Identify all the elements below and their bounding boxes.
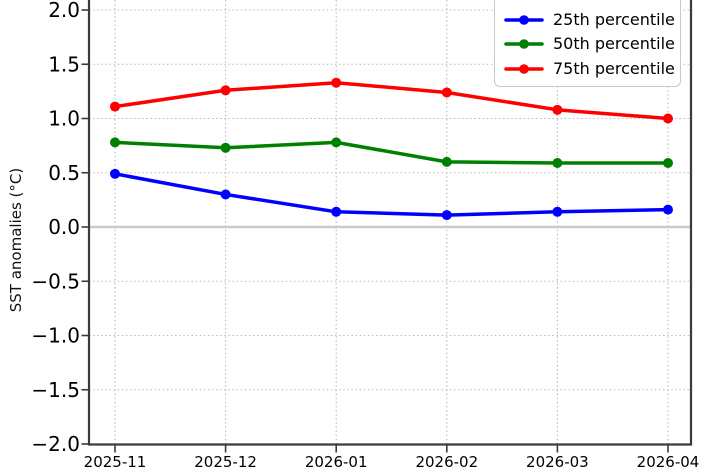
data-point-25th-percentile-2026-04 <box>663 204 673 215</box>
y-axis-label: SST anomalies (°C) <box>7 167 25 313</box>
data-point-50th-percentile-2026-03 <box>552 157 563 168</box>
data-point-25th-percentile-2026-03 <box>552 206 563 217</box>
data-point-50th-percentile-2025-12 <box>220 142 231 153</box>
data-point-75th-percentile-2026-01 <box>331 77 342 88</box>
y-tick-label: 1.0 <box>48 107 80 131</box>
data-point-75th-percentile-2026-02 <box>441 87 452 98</box>
data-point-75th-percentile-2025-11 <box>110 101 120 112</box>
y-tick-label: 1.5 <box>48 52 80 76</box>
legend-item-75th-percentile: 75th percentile <box>504 57 675 81</box>
legend-line-marker-icon <box>504 63 544 74</box>
series-line-50th-percentile <box>113 140 670 165</box>
data-point-25th-percentile-2025-12 <box>220 189 231 200</box>
legend: 25th percentile 50th percentile 75th per… <box>494 0 681 87</box>
y-tick-label: −1.5 <box>31 378 80 402</box>
y-tick-label: 2.0 <box>48 0 80 22</box>
data-point-50th-percentile-2026-01 <box>331 137 342 148</box>
legend-line-marker-icon <box>504 15 544 25</box>
x-tick-label: 2026-03 <box>526 453 589 471</box>
series-line-25th-percentile <box>113 172 670 217</box>
y-tick-label: −1.0 <box>31 324 80 348</box>
legend-label: 25th percentile <box>553 10 675 30</box>
data-point-50th-percentile-2025-11 <box>110 137 120 148</box>
series-line-75th-percentile <box>113 80 670 121</box>
data-point-75th-percentile-2026-03 <box>552 104 563 115</box>
y-tick-label: −2.0 <box>31 432 80 456</box>
data-point-50th-percentile-2026-04 <box>663 157 673 168</box>
legend-item-25th-percentile: 25th percentile <box>504 8 675 32</box>
y-tick-label: 0.0 <box>48 215 80 239</box>
data-point-50th-percentile-2026-02 <box>441 156 452 167</box>
legend-label: 50th percentile <box>553 34 675 54</box>
data-point-25th-percentile-2026-01 <box>331 206 342 217</box>
data-point-25th-percentile-2026-02 <box>441 210 452 221</box>
legend-line-marker-icon <box>504 39 544 50</box>
y-tick-label: 0.5 <box>48 161 80 185</box>
data-point-75th-percentile-2025-12 <box>220 85 231 96</box>
legend-label: 75th percentile <box>553 58 675 78</box>
x-tick-label: 2026-04 <box>637 453 700 471</box>
data-point-25th-percentile-2025-11 <box>110 168 120 179</box>
y-tick-label: −0.5 <box>31 269 80 293</box>
legend-item-50th-percentile: 50th percentile <box>504 32 675 56</box>
x-tick-label: 2025-11 <box>84 453 147 471</box>
x-tick-label: 2025-12 <box>194 453 257 471</box>
x-tick-label: 2026-02 <box>415 453 478 471</box>
x-tick-label: 2026-01 <box>305 453 368 471</box>
data-point-75th-percentile-2026-04 <box>663 113 673 124</box>
